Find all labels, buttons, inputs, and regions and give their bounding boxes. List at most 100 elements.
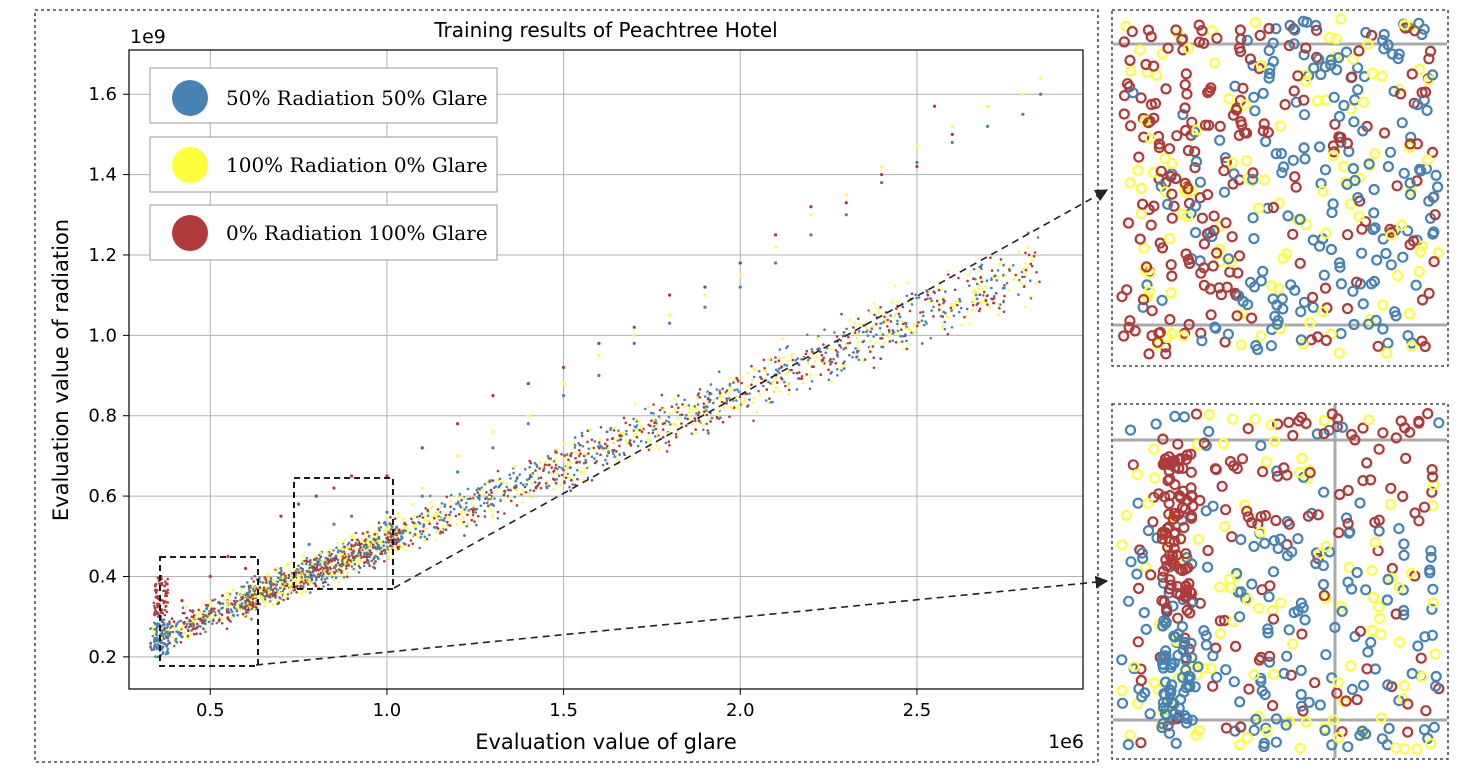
data-point bbox=[204, 614, 207, 617]
data-point bbox=[829, 347, 833, 350]
data-point bbox=[712, 398, 716, 402]
data-point bbox=[978, 307, 982, 311]
data-point bbox=[526, 381, 530, 386]
data-point bbox=[564, 472, 568, 475]
data-point bbox=[727, 397, 731, 400]
y-tick-label: 1.0 bbox=[88, 325, 117, 346]
data-point bbox=[368, 564, 371, 568]
data-point bbox=[361, 555, 365, 559]
zoom-point bbox=[1224, 456, 1237, 468]
data-point bbox=[295, 579, 299, 583]
zoom-point bbox=[1388, 85, 1400, 97]
data-point bbox=[808, 387, 812, 391]
data-point bbox=[778, 371, 781, 375]
data-point bbox=[901, 305, 905, 309]
data-point bbox=[568, 485, 571, 489]
zoom-point bbox=[1395, 415, 1407, 427]
data-point bbox=[418, 546, 422, 550]
data-point bbox=[201, 613, 205, 616]
data-point bbox=[379, 546, 383, 550]
data-point bbox=[564, 476, 568, 480]
data-point bbox=[980, 280, 983, 284]
data-point bbox=[166, 647, 170, 651]
data-point bbox=[418, 518, 421, 521]
zoom-point bbox=[1294, 742, 1306, 754]
zoom-point bbox=[1378, 127, 1391, 139]
data-point bbox=[746, 371, 749, 375]
zoom-point bbox=[1140, 261, 1153, 273]
data-point bbox=[851, 356, 854, 359]
zoom-point bbox=[1320, 541, 1332, 553]
data-point bbox=[480, 486, 484, 490]
data-point bbox=[886, 318, 889, 322]
zoom-point bbox=[1144, 132, 1156, 144]
data-point bbox=[452, 507, 456, 511]
data-point bbox=[566, 463, 570, 466]
zoom-point bbox=[1177, 671, 1189, 684]
data-point bbox=[509, 494, 512, 498]
data-point bbox=[397, 528, 401, 532]
data-point bbox=[445, 495, 449, 499]
data-point bbox=[243, 597, 247, 601]
data-point bbox=[879, 306, 882, 309]
data-point bbox=[668, 321, 672, 325]
data-point bbox=[997, 263, 1001, 266]
data-point bbox=[357, 561, 361, 565]
data-point bbox=[867, 309, 870, 312]
data-point bbox=[819, 373, 822, 377]
data-point bbox=[333, 578, 336, 582]
data-point bbox=[886, 335, 890, 339]
zoom-point bbox=[1288, 606, 1300, 619]
zoom-point bbox=[1402, 698, 1414, 710]
data-point bbox=[448, 513, 451, 516]
zoom-point bbox=[1157, 702, 1170, 714]
zoom-point bbox=[1327, 714, 1340, 726]
data-point bbox=[449, 499, 453, 502]
data-point bbox=[345, 575, 349, 578]
zoom-point bbox=[1368, 207, 1380, 219]
data-point bbox=[430, 505, 434, 509]
data-point bbox=[901, 334, 905, 338]
data-point bbox=[422, 525, 425, 528]
data-point bbox=[304, 562, 308, 566]
data-point bbox=[939, 314, 943, 318]
zoom-point bbox=[1298, 49, 1310, 61]
zoom-point bbox=[1196, 212, 1209, 224]
zoom-point bbox=[1357, 125, 1369, 137]
data-point bbox=[1012, 264, 1015, 267]
data-point bbox=[510, 499, 513, 503]
data-point bbox=[535, 465, 539, 469]
data-point bbox=[878, 326, 882, 330]
y-tick-label: 0.4 bbox=[88, 566, 117, 587]
data-point bbox=[455, 495, 459, 499]
zoom-point bbox=[1397, 251, 1409, 263]
data-point bbox=[341, 547, 345, 551]
data-point bbox=[1011, 278, 1015, 282]
data-point bbox=[164, 643, 167, 646]
data-point bbox=[584, 453, 588, 456]
data-point bbox=[264, 578, 268, 582]
zoom-point bbox=[1168, 535, 1181, 547]
zoom-point bbox=[1345, 660, 1357, 672]
data-point bbox=[910, 331, 913, 335]
zoom-point bbox=[1161, 457, 1174, 469]
zoom-point bbox=[1295, 688, 1307, 701]
data-point bbox=[725, 402, 728, 405]
data-point bbox=[465, 506, 468, 509]
data-point bbox=[999, 303, 1002, 306]
data-point bbox=[690, 423, 694, 426]
zoom-point bbox=[1355, 247, 1368, 259]
data-point bbox=[271, 588, 275, 592]
zoom-point bbox=[1404, 177, 1416, 189]
data-point bbox=[941, 325, 945, 329]
data-point bbox=[258, 576, 261, 579]
data-point bbox=[279, 566, 283, 571]
data-point bbox=[797, 362, 800, 366]
data-point bbox=[896, 300, 899, 304]
data-point bbox=[521, 488, 524, 492]
data-point bbox=[189, 609, 192, 612]
data-point bbox=[376, 537, 380, 540]
zoom-point bbox=[1313, 141, 1326, 153]
data-point bbox=[220, 613, 224, 616]
plot-area-frame bbox=[128, 49, 1084, 690]
